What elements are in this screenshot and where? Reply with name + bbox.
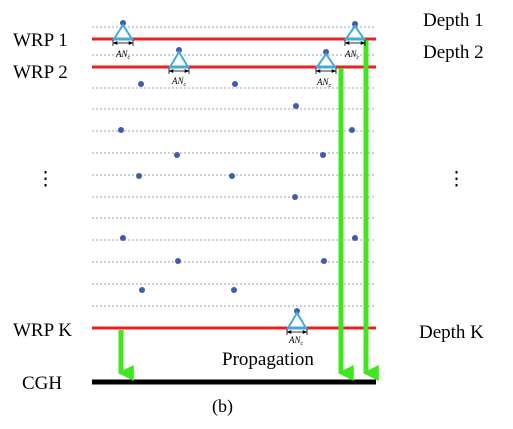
right-ellipsis: ⋮	[447, 169, 466, 190]
object-points	[118, 20, 358, 314]
object-point	[174, 152, 180, 158]
object-point	[352, 235, 358, 241]
object-point	[138, 81, 144, 87]
object-point	[118, 127, 124, 133]
region-label: ANc	[115, 49, 131, 61]
an-region: ANc	[112, 23, 134, 61]
depth-k-label: Depth K	[419, 322, 484, 343]
object-point	[136, 173, 142, 179]
an-region: ANc	[344, 24, 366, 61]
object-point	[139, 287, 145, 293]
object-point	[120, 235, 126, 241]
an-region: ANc	[286, 311, 308, 347]
object-point	[349, 127, 355, 133]
object-point	[231, 287, 237, 293]
depth-1-label: Depth 1	[423, 10, 484, 31]
an-regions: ANc ANc ANc ANc ANc	[112, 23, 366, 347]
object-point	[321, 258, 327, 264]
figure-caption: (b)	[212, 396, 233, 417]
region-triangle	[344, 24, 366, 40]
region-triangle	[286, 311, 308, 329]
object-point	[120, 20, 126, 26]
propagation-label: Propagation	[222, 349, 314, 370]
region-label: ANc	[316, 77, 332, 89]
region-triangle	[168, 50, 190, 68]
object-point	[229, 173, 235, 179]
object-point	[176, 47, 182, 53]
wrp-2-label: WRP 2	[13, 62, 68, 83]
an-region: ANc	[168, 50, 190, 88]
object-point	[320, 152, 326, 158]
an-region: ANc	[315, 52, 337, 89]
object-point	[292, 194, 298, 200]
depth-lines	[92, 26, 376, 307]
region-label: ANc	[171, 76, 187, 88]
object-point	[294, 308, 300, 314]
region-triangle	[315, 52, 337, 68]
cgh-label: CGH	[22, 373, 62, 394]
region-label: ANc	[344, 49, 360, 61]
object-point	[293, 103, 299, 109]
left-ellipsis: ⋮	[36, 169, 55, 190]
object-point	[175, 258, 181, 264]
wrp-k-label: WRP K	[13, 320, 72, 341]
region-label: ANc	[288, 335, 304, 347]
depth-2-label: Depth 2	[423, 42, 484, 63]
object-point	[232, 81, 238, 87]
wrp-1-label: WRP 1	[13, 30, 68, 51]
object-point	[352, 21, 358, 27]
object-point	[323, 49, 329, 55]
